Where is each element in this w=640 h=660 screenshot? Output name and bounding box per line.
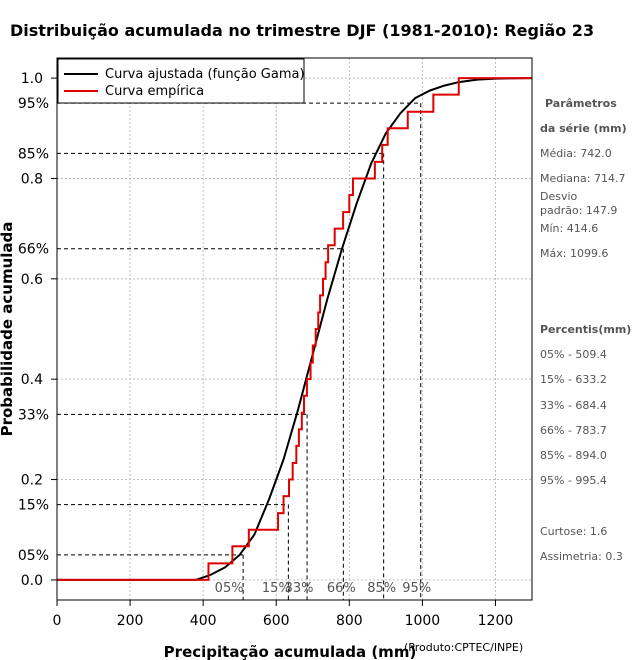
y-axis-ticks: 0.0 0.2 0.4 0.6 0.8 1.0 bbox=[21, 71, 57, 589]
stat-media: Média: 742.0 bbox=[540, 147, 612, 160]
percentil-85: 85% - 894.0 bbox=[540, 449, 607, 462]
stat-curtose: Curtose: 1.6 bbox=[540, 525, 607, 538]
percentile-ticks: 05% 15% 33% 66% 85% 95% bbox=[18, 96, 49, 564]
percentil-15: 15% - 633.2 bbox=[540, 373, 607, 386]
y-tick-label: 0.6 bbox=[21, 272, 43, 288]
chart-title: Distribuição acumulada no trimestre DJF … bbox=[10, 21, 594, 40]
percentile-y-label: 85% bbox=[18, 146, 49, 162]
percentile-x-label: 05% bbox=[215, 581, 244, 596]
y-tick-label: 0.0 bbox=[21, 573, 43, 589]
fitted-curve bbox=[57, 77, 533, 581]
percentile-x-labels: 05% 15%33% 66% 85% 95% bbox=[215, 581, 431, 596]
series-group bbox=[57, 77, 533, 581]
percentile-x-label: 66% bbox=[327, 581, 356, 596]
x-tick-label: 800 bbox=[336, 613, 363, 629]
stat-desvio-1: Desvio bbox=[540, 190, 578, 203]
percentis-heading: Percentis(mm) bbox=[540, 323, 631, 336]
legend-label-fitted: Curva ajustada (função Gama) bbox=[105, 67, 305, 82]
y-axis-label: Probabilidade acumulada bbox=[0, 222, 16, 437]
credit-text: (Produto:CPTEC/INPE) bbox=[404, 641, 523, 654]
percentile-x-label: 85% bbox=[367, 581, 396, 596]
percentil-05: 05% - 509.4 bbox=[540, 348, 607, 361]
x-axis-label: Precipitação acumulada (mm) bbox=[164, 643, 417, 660]
y-tick-label: 0.8 bbox=[21, 171, 43, 187]
grid bbox=[56, 58, 532, 600]
x-tick-label: 0 bbox=[53, 613, 62, 629]
y-tick-label: 0.4 bbox=[21, 372, 43, 388]
stat-mediana: Mediana: 714.7 bbox=[540, 172, 625, 185]
empirical-curve bbox=[57, 77, 532, 581]
percentil-33: 33% - 684.4 bbox=[540, 399, 607, 412]
stat-max: Máx: 1099.6 bbox=[540, 247, 608, 260]
stat-min: Mín: 414.6 bbox=[540, 222, 598, 235]
stat-assimetria: Assimetria: 0.3 bbox=[540, 550, 623, 563]
legend: Curva ajustada (função Gama) Curva empír… bbox=[57, 58, 305, 104]
percentile-x-label: 33% bbox=[285, 581, 314, 596]
y-tick-label: 0.2 bbox=[21, 473, 43, 489]
legend-box bbox=[57, 58, 305, 104]
percentile-guides bbox=[57, 102, 422, 600]
percentile-x-label: 95% bbox=[402, 581, 431, 596]
legend-label-empirical: Curva empírica bbox=[105, 84, 204, 99]
stat-desvio-2: padrão: 147.9 bbox=[540, 204, 617, 217]
percentil-66: 66% - 783.7 bbox=[540, 424, 607, 437]
x-tick-label: 1200 bbox=[478, 613, 514, 629]
y-tick-label: 1.0 bbox=[21, 71, 43, 87]
percentile-y-label: 66% bbox=[18, 242, 49, 258]
percentile-y-label: 15% bbox=[18, 498, 49, 514]
x-axis-ticks: 0 200 400 600 800 1000 1200 bbox=[53, 600, 514, 629]
percentile-y-label: 33% bbox=[18, 407, 49, 423]
params-heading-2: da série (mm) bbox=[540, 122, 627, 135]
params-heading-1: Parâmetros bbox=[545, 97, 617, 110]
x-tick-label: 200 bbox=[117, 613, 144, 629]
stats-sidebar: Parâmetros da série (mm) Média: 742.0 Me… bbox=[540, 97, 631, 563]
percentile-y-label: 95% bbox=[18, 96, 49, 112]
x-tick-label: 400 bbox=[190, 613, 217, 629]
plot-frame bbox=[56, 57, 533, 601]
x-tick-label: 1000 bbox=[405, 613, 441, 629]
percentile-y-label: 05% bbox=[18, 548, 49, 564]
x-tick-label: 600 bbox=[263, 613, 290, 629]
percentil-95: 95% - 995.4 bbox=[540, 474, 607, 487]
percentile-x-label: 15% bbox=[262, 581, 291, 596]
